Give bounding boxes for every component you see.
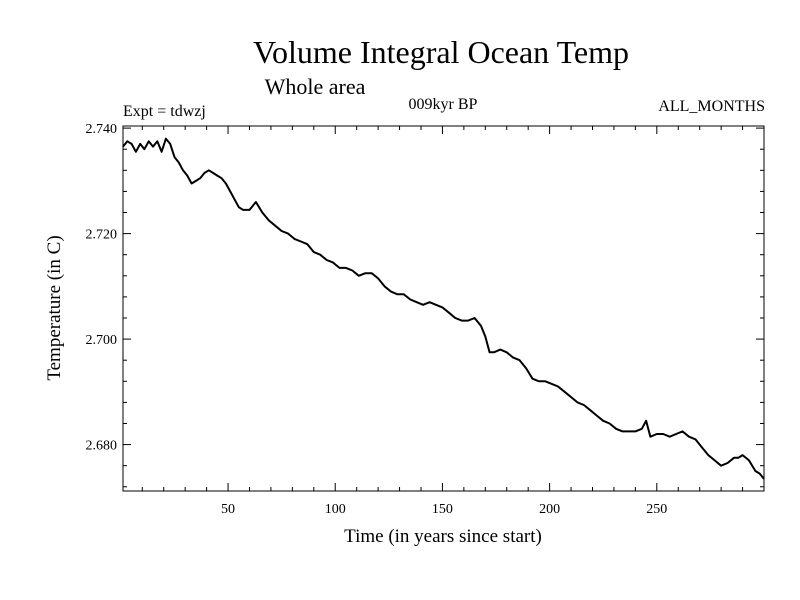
plot-frame bbox=[122, 125, 765, 492]
y-tick-label: 2.720 bbox=[86, 228, 118, 243]
x-tick-label: 250 bbox=[646, 502, 667, 517]
x-tick-label: 50 bbox=[221, 502, 235, 517]
x-tick-label: 200 bbox=[539, 502, 560, 517]
y-tick-label: 2.680 bbox=[86, 439, 118, 454]
chart-subtitle: Whole area bbox=[265, 74, 366, 99]
y-tick-label: 2.700 bbox=[86, 333, 118, 348]
x-axis-title: Time (in years since start) bbox=[344, 526, 542, 547]
x-tick-label: 150 bbox=[432, 502, 453, 517]
y-tick-label: 2.740 bbox=[86, 122, 118, 137]
x-axis-ticks: 50 100 150 200 250 bbox=[141, 126, 744, 517]
months-label: ALL_MONTHS bbox=[658, 98, 765, 115]
y-axis-ticks: 2.680 2.700 2.720 2.740 bbox=[86, 122, 764, 488]
period-label: 009kyr BP bbox=[409, 96, 478, 113]
y-axis-title: Temperature (in C) bbox=[44, 235, 65, 380]
chart-title: Volume Integral Ocean Temp bbox=[253, 34, 629, 70]
x-tick-label: 100 bbox=[325, 502, 346, 517]
series-line bbox=[122, 137, 765, 480]
experiment-label: Expt = tdwzj bbox=[123, 103, 206, 120]
